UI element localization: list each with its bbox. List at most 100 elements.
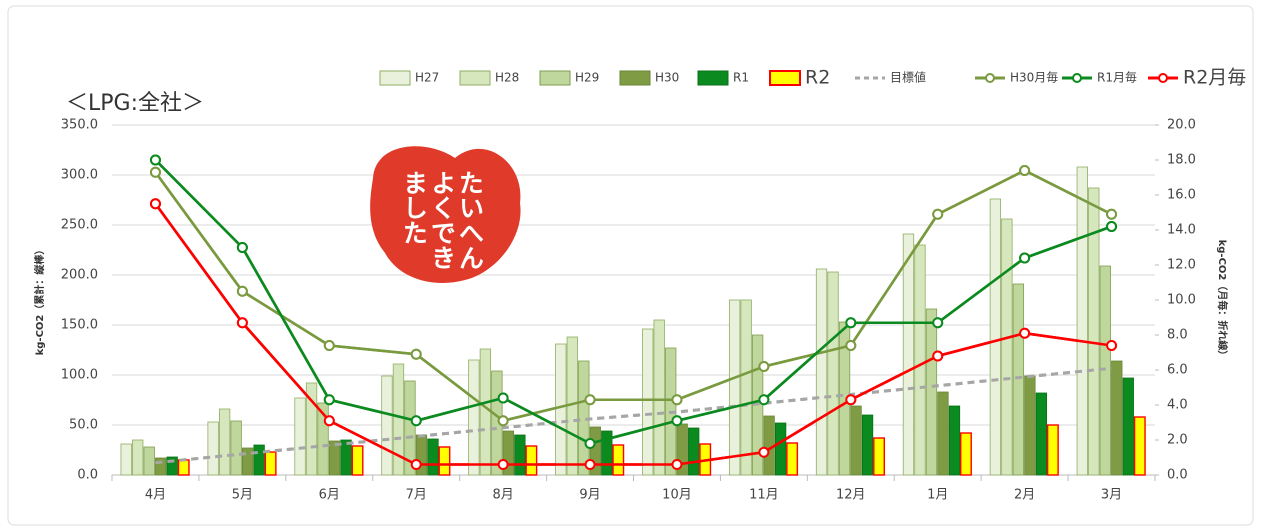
chart-title: ＜LPG:全社＞ bbox=[66, 91, 204, 116]
y2-axis-label: kg-CO2（月毎：折れ線） bbox=[1216, 240, 1229, 361]
line bbox=[154, 169, 1113, 423]
bar bbox=[688, 427, 700, 476]
y-tick-label: 50.0 bbox=[69, 418, 98, 433]
y-tick-label: 150.0 bbox=[61, 318, 98, 333]
bar bbox=[317, 402, 329, 476]
bar bbox=[241, 447, 254, 476]
bar bbox=[815, 268, 828, 476]
line-marker bbox=[410, 415, 422, 427]
line-marker bbox=[1019, 327, 1031, 339]
line-marker bbox=[584, 394, 596, 406]
legend-label: H27 bbox=[415, 71, 439, 85]
bar bbox=[1001, 218, 1013, 476]
legend-label: R2月毎 bbox=[1183, 67, 1246, 89]
y-tick-label: 350.0 bbox=[61, 118, 98, 133]
bar bbox=[1046, 424, 1059, 476]
bar bbox=[902, 233, 915, 476]
line-marker bbox=[1019, 252, 1031, 264]
legend-swatch bbox=[619, 70, 651, 86]
bar bbox=[786, 442, 799, 476]
bar bbox=[850, 405, 862, 476]
line-marker bbox=[1106, 340, 1118, 351]
bar bbox=[514, 434, 526, 476]
legend-marker bbox=[985, 73, 995, 83]
bar bbox=[1088, 187, 1100, 476]
bar bbox=[381, 375, 393, 476]
line-marker bbox=[1019, 165, 1031, 176]
line-marker bbox=[323, 415, 335, 427]
bar bbox=[728, 299, 741, 476]
x-tick-label: 5月 bbox=[232, 488, 253, 503]
bar bbox=[1076, 166, 1088, 476]
y2-tick-label: 12.0 bbox=[1167, 258, 1196, 273]
stamp-text: よくでき bbox=[428, 170, 457, 270]
line-marker bbox=[845, 317, 857, 329]
y-tick-label: 300.0 bbox=[61, 168, 98, 183]
legend-label: H30月毎 bbox=[1010, 70, 1058, 85]
bar bbox=[143, 446, 155, 476]
line-marker bbox=[671, 459, 683, 470]
bar bbox=[937, 391, 949, 476]
line-marker bbox=[497, 392, 509, 404]
line-marker bbox=[323, 394, 335, 406]
line-marker bbox=[584, 459, 596, 470]
x-tick-label: 1月 bbox=[927, 488, 948, 503]
bar bbox=[612, 444, 625, 476]
line-marker bbox=[236, 285, 248, 297]
line-marker bbox=[497, 459, 509, 470]
x-tick-label: 10月 bbox=[662, 488, 692, 503]
bar bbox=[294, 397, 306, 476]
bar bbox=[230, 420, 242, 476]
legend-marker bbox=[1072, 73, 1082, 83]
y2-tick-label: 0.0 bbox=[1167, 468, 1188, 483]
line-marker bbox=[323, 340, 335, 351]
y2-tick-label: 14.0 bbox=[1167, 223, 1196, 238]
legend-label: R1月毎 bbox=[1097, 70, 1137, 85]
line-marker bbox=[932, 208, 944, 220]
bar bbox=[392, 363, 405, 476]
bar bbox=[351, 445, 364, 476]
bar bbox=[774, 422, 787, 476]
bar bbox=[328, 440, 341, 476]
bar bbox=[525, 445, 538, 476]
y2-tick-label: 16.0 bbox=[1167, 188, 1196, 203]
legend-label: R2 bbox=[805, 67, 830, 89]
bar bbox=[177, 459, 190, 476]
legend-swatch bbox=[539, 70, 571, 86]
x-tick-label: 2月 bbox=[1014, 488, 1035, 503]
y-tick-label: 0.0 bbox=[77, 468, 98, 483]
legend-label: H29 bbox=[575, 71, 599, 85]
line-marker bbox=[584, 438, 596, 449]
bar bbox=[1035, 392, 1048, 476]
bar bbox=[601, 430, 613, 476]
x-tick-label: 6月 bbox=[319, 488, 340, 503]
stamp-shape bbox=[370, 146, 521, 283]
line-marker bbox=[149, 166, 161, 178]
x-tick-label: 9月 bbox=[579, 488, 600, 503]
x-tick-label: 8月 bbox=[492, 488, 513, 503]
legend-label: R1 bbox=[733, 71, 749, 85]
bar bbox=[589, 426, 601, 476]
x-tick-label: 7月 bbox=[406, 488, 427, 503]
bar bbox=[1012, 283, 1025, 476]
y2-tick-label: 20.0 bbox=[1167, 118, 1196, 133]
bar bbox=[253, 444, 265, 476]
x-tick-label: 4月 bbox=[145, 488, 166, 503]
line-marker bbox=[497, 415, 509, 427]
bar bbox=[948, 405, 961, 476]
bar bbox=[132, 439, 144, 476]
bar bbox=[555, 343, 567, 476]
y2-tick-label: 6.0 bbox=[1167, 363, 1188, 378]
bar bbox=[861, 414, 874, 476]
bar bbox=[155, 457, 167, 476]
legend-swatch bbox=[379, 70, 411, 86]
y2-tick-label: 8.0 bbox=[1167, 328, 1188, 343]
y2-tick-label: 18.0 bbox=[1167, 153, 1196, 168]
line-marker bbox=[758, 394, 770, 406]
bar bbox=[305, 382, 318, 476]
legend-swatch bbox=[697, 70, 729, 86]
stamp-text: ました bbox=[400, 170, 429, 245]
legend-marker bbox=[1158, 73, 1168, 83]
